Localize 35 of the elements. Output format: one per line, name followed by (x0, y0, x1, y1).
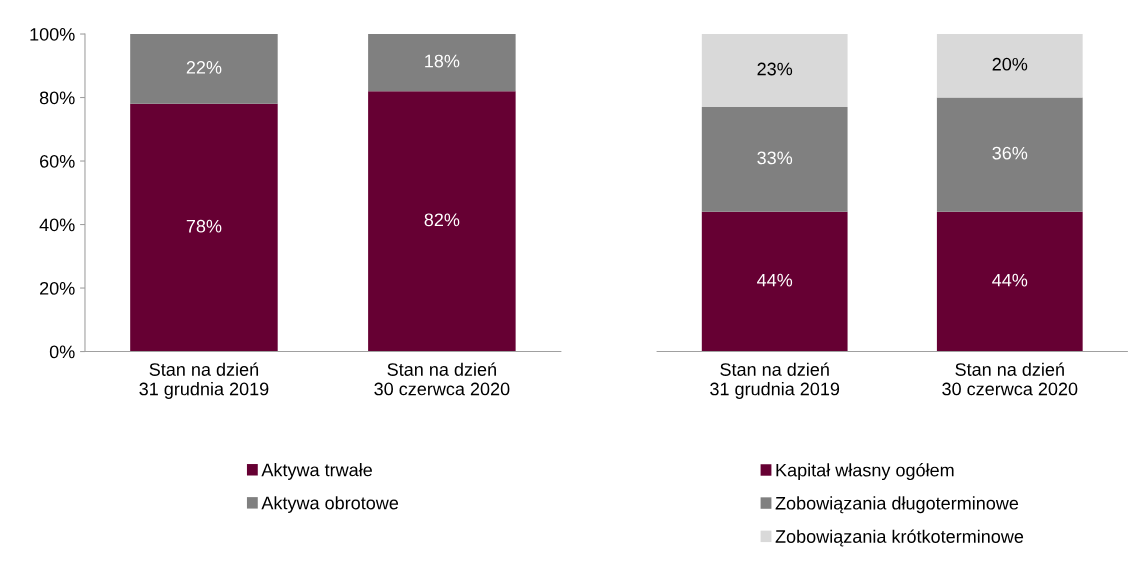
y-tick-label: 20% (40, 281, 75, 295)
y-tick-label: 100% (30, 27, 75, 41)
bar (130, 103, 278, 352)
legend-label: Zobowiązania długoterminowe (775, 496, 1019, 514)
y-tick-label: 80% (39, 91, 75, 105)
data-label: 20% (992, 57, 1028, 71)
legend-label: Zobowiązania krótkoterminowe (775, 529, 1024, 547)
bar (936, 34, 1083, 98)
y-tick-label: 60% (40, 154, 75, 168)
data-label: 23% (757, 62, 793, 76)
data-label: 33% (757, 151, 793, 165)
legend-label: Aktywa trwałe (261, 463, 372, 480)
x-tick-label: Stan na dzień 31 grudnia 2019 (139, 362, 269, 399)
legend-label: Aktywa obrotowe (261, 496, 399, 513)
data-label: 78% (186, 219, 222, 233)
bar (701, 34, 848, 108)
bar (130, 34, 278, 104)
data-label: 36% (992, 146, 1028, 160)
legend-label: Kapitał własny ogółem (776, 463, 954, 481)
y-tick-label: 0% (49, 345, 75, 359)
y-tick-label: 40% (39, 218, 75, 232)
bar (701, 211, 848, 352)
bar (368, 91, 516, 352)
bar (701, 107, 848, 212)
x-tick-label: Stan na dzień 30 czerwca 2020 (374, 362, 510, 396)
bar (936, 211, 1083, 352)
data-label: 22% (186, 61, 222, 74)
data-label: 44% (992, 273, 1028, 287)
data-label: 44% (757, 273, 793, 287)
x-tick-label: Stan na dzień 30 czerwca 2020 (942, 362, 1078, 396)
data-label: 82% (424, 213, 460, 227)
bar (368, 34, 516, 92)
data-label: 18% (425, 54, 460, 68)
x-tick-label: Stan na dzień 31 grudnia 2019 (710, 362, 840, 399)
bar (936, 97, 1083, 212)
